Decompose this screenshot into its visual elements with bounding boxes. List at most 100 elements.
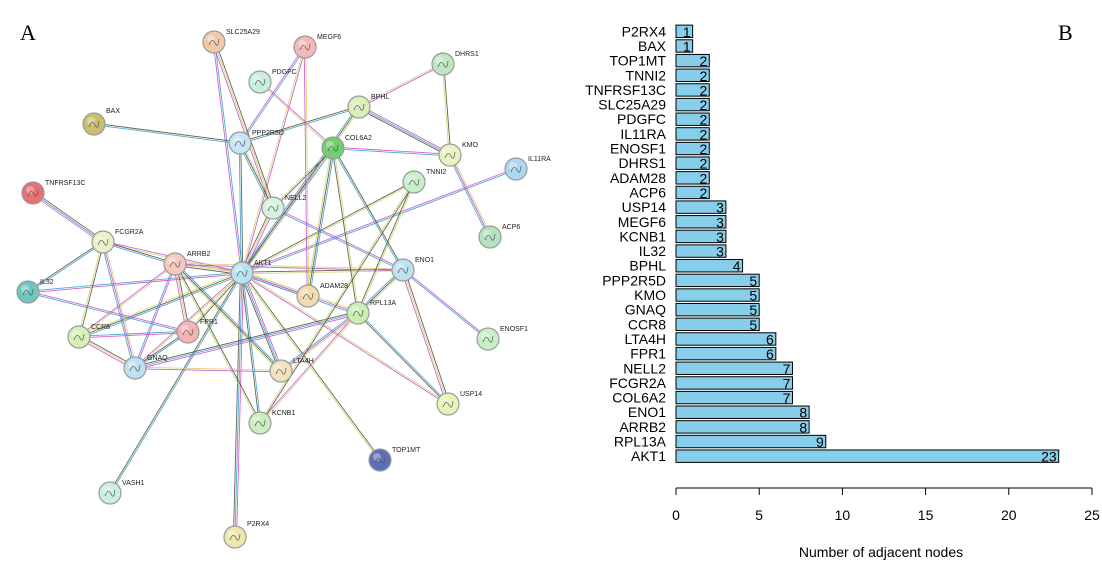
network-edge — [238, 142, 244, 274]
network-node: TNNI2 — [402, 169, 446, 194]
node-label: ENOSF1 — [500, 326, 528, 333]
node-label: USP14 — [460, 391, 482, 398]
bar-value-label: 3 — [716, 229, 724, 245]
network-node: AKT1 — [230, 260, 272, 285]
network-edge — [258, 181, 416, 424]
node-label: SLC25A29 — [226, 29, 260, 36]
category-label: CCR8 — [628, 316, 666, 332]
network-edge — [241, 167, 517, 275]
node-label: RPL13A — [370, 300, 396, 307]
protein-structure-icon — [374, 456, 386, 464]
node-label: ACP6 — [502, 224, 520, 231]
category-label: P2RX4 — [622, 23, 667, 39]
bar-value-label: 7 — [783, 361, 791, 377]
bar — [675, 39, 694, 53]
network-edge — [331, 147, 360, 314]
node-label: KCNB1 — [272, 410, 295, 417]
bar-value-label: 5 — [749, 302, 757, 318]
network-edge — [241, 180, 415, 275]
category-label: NELL2 — [623, 360, 666, 376]
protein-structure-icon — [27, 189, 39, 197]
network-node: RPL13A — [346, 300, 396, 325]
network-node: SLC25A29 — [202, 29, 260, 54]
network-node: BAX — [82, 108, 120, 136]
bar — [675, 259, 744, 273]
node-label: IL11RA — [528, 156, 551, 163]
protein-structure-icon — [254, 419, 266, 427]
network-graph: SLC25A29 MEGF6 DHRS1 PDGFC BPHL BAX PPP2R5D COL… — [16, 29, 551, 549]
bar — [675, 200, 727, 214]
node-label: BPHL — [371, 94, 389, 101]
node-label: COL6A2 — [345, 135, 372, 142]
network-edge — [232, 272, 245, 538]
x-tick-label: 10 — [835, 507, 851, 523]
network-node: FCGR2A — [91, 229, 144, 254]
protein-structure-icon — [88, 120, 100, 128]
bar-value-label: 2 — [699, 68, 707, 84]
node-label: GNAQ — [147, 355, 168, 362]
bar-value-label: 3 — [716, 200, 724, 216]
node-label: FCGR2A — [115, 229, 144, 236]
bar-value-label: 7 — [783, 375, 791, 391]
network-edge — [358, 105, 451, 157]
network-edge — [241, 271, 309, 298]
network-node: PPP2R5D — [228, 130, 284, 155]
network-node: KCNB1 — [248, 410, 295, 435]
network-edge — [102, 240, 176, 266]
network-edge — [356, 181, 416, 314]
category-label: FPR1 — [630, 346, 666, 362]
network-edge — [240, 105, 361, 275]
bar-value-label: 6 — [766, 331, 774, 347]
bar-value-label: 2 — [699, 53, 707, 69]
protein-structure-icon — [437, 60, 449, 68]
network-edge — [448, 154, 492, 238]
protein-structure-icon — [169, 260, 181, 268]
node-label: KMO — [462, 142, 479, 149]
node-label: CCR8 — [91, 324, 110, 331]
network-edge — [332, 146, 451, 157]
bar — [675, 83, 710, 97]
category-label: GNAQ — [625, 302, 666, 318]
network-node: CCR8 — [67, 324, 110, 349]
network-edge — [133, 263, 177, 369]
bar — [675, 171, 710, 185]
category-label: AKT1 — [631, 448, 666, 464]
protein-structure-icon — [302, 292, 314, 300]
x-tick-label: 20 — [1001, 507, 1017, 523]
network-node: GNAQ — [123, 355, 168, 380]
category-label: DHRS1 — [619, 155, 667, 171]
protein-structure-icon — [352, 309, 364, 317]
node-label: NELL2 — [285, 195, 307, 202]
protein-structure-icon — [267, 204, 279, 212]
network-node: MEGF6 — [293, 34, 341, 59]
category-label: TNNI2 — [626, 67, 667, 83]
bars — [675, 24, 1060, 463]
network-node: P2RX4 — [223, 521, 269, 549]
bar-value-label: 2 — [699, 112, 707, 128]
network-node: NELL2 — [261, 195, 307, 220]
category-label: KMO — [634, 287, 666, 303]
bar-chart: P2RX4BAXTOP1MTTNNI2TNFRSF13CSLC25A29PDGF… — [585, 23, 1100, 560]
network-node: ADAM28 — [296, 283, 348, 308]
category-label: ENO1 — [628, 404, 666, 420]
bar-value-label: 5 — [749, 288, 757, 304]
protein-structure-icon — [299, 43, 311, 51]
network-node: COL6A2 — [321, 135, 372, 160]
network-edge — [174, 262, 404, 272]
network-edge — [77, 241, 105, 338]
protein-structure-icon — [327, 144, 339, 152]
category-label: PDGFC — [617, 111, 666, 127]
network-edge — [402, 269, 489, 340]
bar — [675, 390, 793, 405]
network-edge — [279, 311, 360, 373]
category-label: KCNB1 — [619, 228, 666, 244]
protein-structure-icon — [229, 533, 241, 541]
bar-value-label: 7 — [783, 390, 791, 406]
network-edge — [272, 147, 334, 209]
bar-value-label: 2 — [699, 82, 707, 98]
node-label: DHRS1 — [455, 51, 479, 58]
network-node: BPHL — [347, 94, 389, 119]
network-edge — [401, 269, 450, 405]
node-label: PPP2R5D — [252, 130, 284, 137]
bar-value-label: 3 — [716, 214, 724, 230]
